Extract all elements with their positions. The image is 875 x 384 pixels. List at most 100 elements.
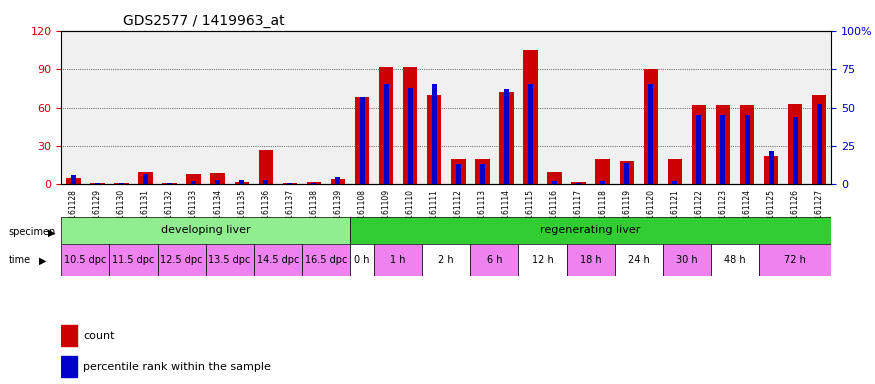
- Text: 6 h: 6 h: [487, 255, 502, 265]
- Bar: [764, 156, 779, 184]
- FancyBboxPatch shape: [567, 244, 614, 276]
- Text: 24 h: 24 h: [628, 255, 649, 265]
- Bar: [403, 66, 417, 184]
- Bar: [167, 183, 172, 184]
- Bar: [312, 183, 317, 184]
- Bar: [668, 159, 682, 184]
- FancyBboxPatch shape: [109, 244, 158, 276]
- Bar: [283, 183, 298, 184]
- Bar: [452, 159, 466, 184]
- Bar: [692, 105, 706, 184]
- Bar: [211, 173, 225, 184]
- Bar: [456, 164, 461, 184]
- Text: 13.5 dpc: 13.5 dpc: [208, 255, 251, 265]
- Bar: [263, 180, 269, 184]
- Text: count: count: [83, 331, 115, 341]
- Text: time: time: [9, 255, 31, 265]
- Bar: [66, 178, 80, 184]
- Text: ▶: ▶: [39, 255, 47, 265]
- Bar: [259, 150, 273, 184]
- FancyBboxPatch shape: [254, 244, 302, 276]
- Bar: [672, 181, 677, 184]
- FancyBboxPatch shape: [158, 244, 206, 276]
- Bar: [94, 183, 100, 184]
- Bar: [528, 84, 533, 184]
- Bar: [186, 174, 201, 184]
- Bar: [331, 179, 345, 184]
- Bar: [360, 97, 365, 184]
- Bar: [138, 172, 153, 184]
- Bar: [215, 180, 220, 184]
- Bar: [163, 183, 177, 184]
- Bar: [576, 183, 581, 184]
- Bar: [504, 89, 509, 184]
- Bar: [61, 356, 77, 377]
- Text: 30 h: 30 h: [676, 255, 697, 265]
- Bar: [143, 174, 148, 184]
- FancyBboxPatch shape: [711, 244, 760, 276]
- FancyBboxPatch shape: [61, 244, 109, 276]
- Text: percentile rank within the sample: percentile rank within the sample: [83, 362, 271, 372]
- Bar: [793, 117, 798, 184]
- Bar: [355, 97, 369, 184]
- Bar: [812, 95, 827, 184]
- Bar: [740, 105, 754, 184]
- Bar: [71, 175, 76, 184]
- Bar: [768, 151, 774, 184]
- Bar: [475, 159, 490, 184]
- Text: 2 h: 2 h: [438, 255, 454, 265]
- Bar: [239, 180, 244, 184]
- Bar: [335, 177, 340, 184]
- Text: 48 h: 48 h: [724, 255, 746, 265]
- FancyBboxPatch shape: [614, 244, 663, 276]
- Bar: [788, 104, 802, 184]
- Text: 11.5 dpc: 11.5 dpc: [112, 255, 155, 265]
- Text: specimen: specimen: [9, 227, 56, 237]
- Bar: [816, 104, 822, 184]
- Text: 72 h: 72 h: [784, 255, 806, 265]
- Bar: [61, 325, 77, 346]
- Text: regenerating liver: regenerating liver: [541, 225, 640, 235]
- Bar: [624, 163, 629, 184]
- FancyBboxPatch shape: [423, 244, 471, 276]
- FancyBboxPatch shape: [471, 244, 518, 276]
- FancyBboxPatch shape: [518, 244, 567, 276]
- Text: ▶: ▶: [48, 227, 56, 237]
- Bar: [548, 172, 562, 184]
- Bar: [383, 84, 388, 184]
- Bar: [119, 183, 124, 184]
- Text: 14.5 dpc: 14.5 dpc: [256, 255, 299, 265]
- Bar: [596, 159, 610, 184]
- Bar: [90, 183, 105, 184]
- FancyBboxPatch shape: [374, 244, 423, 276]
- Bar: [115, 183, 129, 184]
- Text: 1 h: 1 h: [390, 255, 406, 265]
- Bar: [696, 115, 702, 184]
- Bar: [600, 181, 605, 184]
- Bar: [431, 84, 437, 184]
- Bar: [379, 66, 394, 184]
- FancyBboxPatch shape: [302, 244, 350, 276]
- Bar: [287, 183, 292, 184]
- Bar: [644, 69, 658, 184]
- FancyBboxPatch shape: [61, 217, 350, 244]
- Text: 16.5 dpc: 16.5 dpc: [304, 255, 347, 265]
- FancyBboxPatch shape: [350, 244, 374, 276]
- Bar: [523, 50, 538, 184]
- Bar: [307, 182, 321, 184]
- Bar: [720, 115, 725, 184]
- FancyBboxPatch shape: [760, 244, 831, 276]
- Bar: [408, 88, 413, 184]
- Bar: [480, 164, 485, 184]
- Bar: [552, 181, 557, 184]
- Bar: [571, 182, 586, 184]
- Bar: [620, 161, 634, 184]
- Bar: [745, 115, 750, 184]
- Bar: [234, 182, 249, 184]
- Text: developing liver: developing liver: [161, 225, 250, 235]
- FancyBboxPatch shape: [663, 244, 711, 276]
- Text: 0 h: 0 h: [354, 255, 370, 265]
- Bar: [500, 92, 514, 184]
- Text: 10.5 dpc: 10.5 dpc: [64, 255, 107, 265]
- FancyBboxPatch shape: [206, 244, 254, 276]
